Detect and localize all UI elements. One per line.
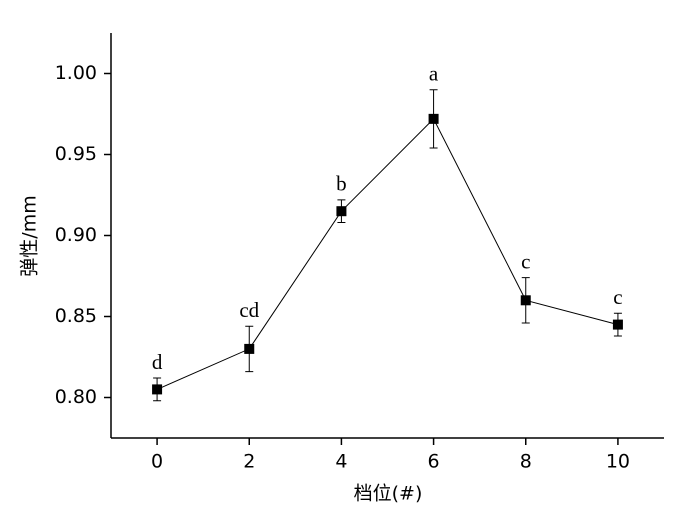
- y-tick-label: 0.95: [55, 143, 97, 165]
- x-tick-label: 6: [428, 451, 440, 473]
- data-line: [156, 118, 619, 390]
- annotation: c: [521, 249, 530, 273]
- annotation: cd: [239, 298, 259, 322]
- marker: [612, 319, 623, 330]
- y-axis-title: 弹性/mm: [19, 195, 41, 276]
- x-tick-label: 2: [243, 451, 255, 473]
- marker: [244, 343, 255, 354]
- annotation: b: [336, 172, 347, 196]
- y-tick-label: 0.85: [55, 305, 97, 327]
- annotation: a: [429, 62, 439, 86]
- x-axis-title: 档位(#): [354, 483, 423, 505]
- marker: [520, 295, 531, 306]
- x-tick-label: 4: [335, 451, 347, 473]
- y-tick-label: 0.90: [55, 224, 97, 246]
- x-tick-label: 10: [606, 451, 630, 473]
- marker: [428, 113, 439, 124]
- y-tick-label: 1.00: [55, 62, 97, 84]
- x-tick-label: 8: [520, 451, 532, 473]
- annotation: c: [613, 285, 622, 309]
- x-tick-label: 0: [151, 451, 163, 473]
- marker: [152, 384, 163, 395]
- marker: [336, 206, 347, 217]
- annotation: d: [152, 350, 163, 374]
- y-tick-label: 0.80: [55, 386, 97, 408]
